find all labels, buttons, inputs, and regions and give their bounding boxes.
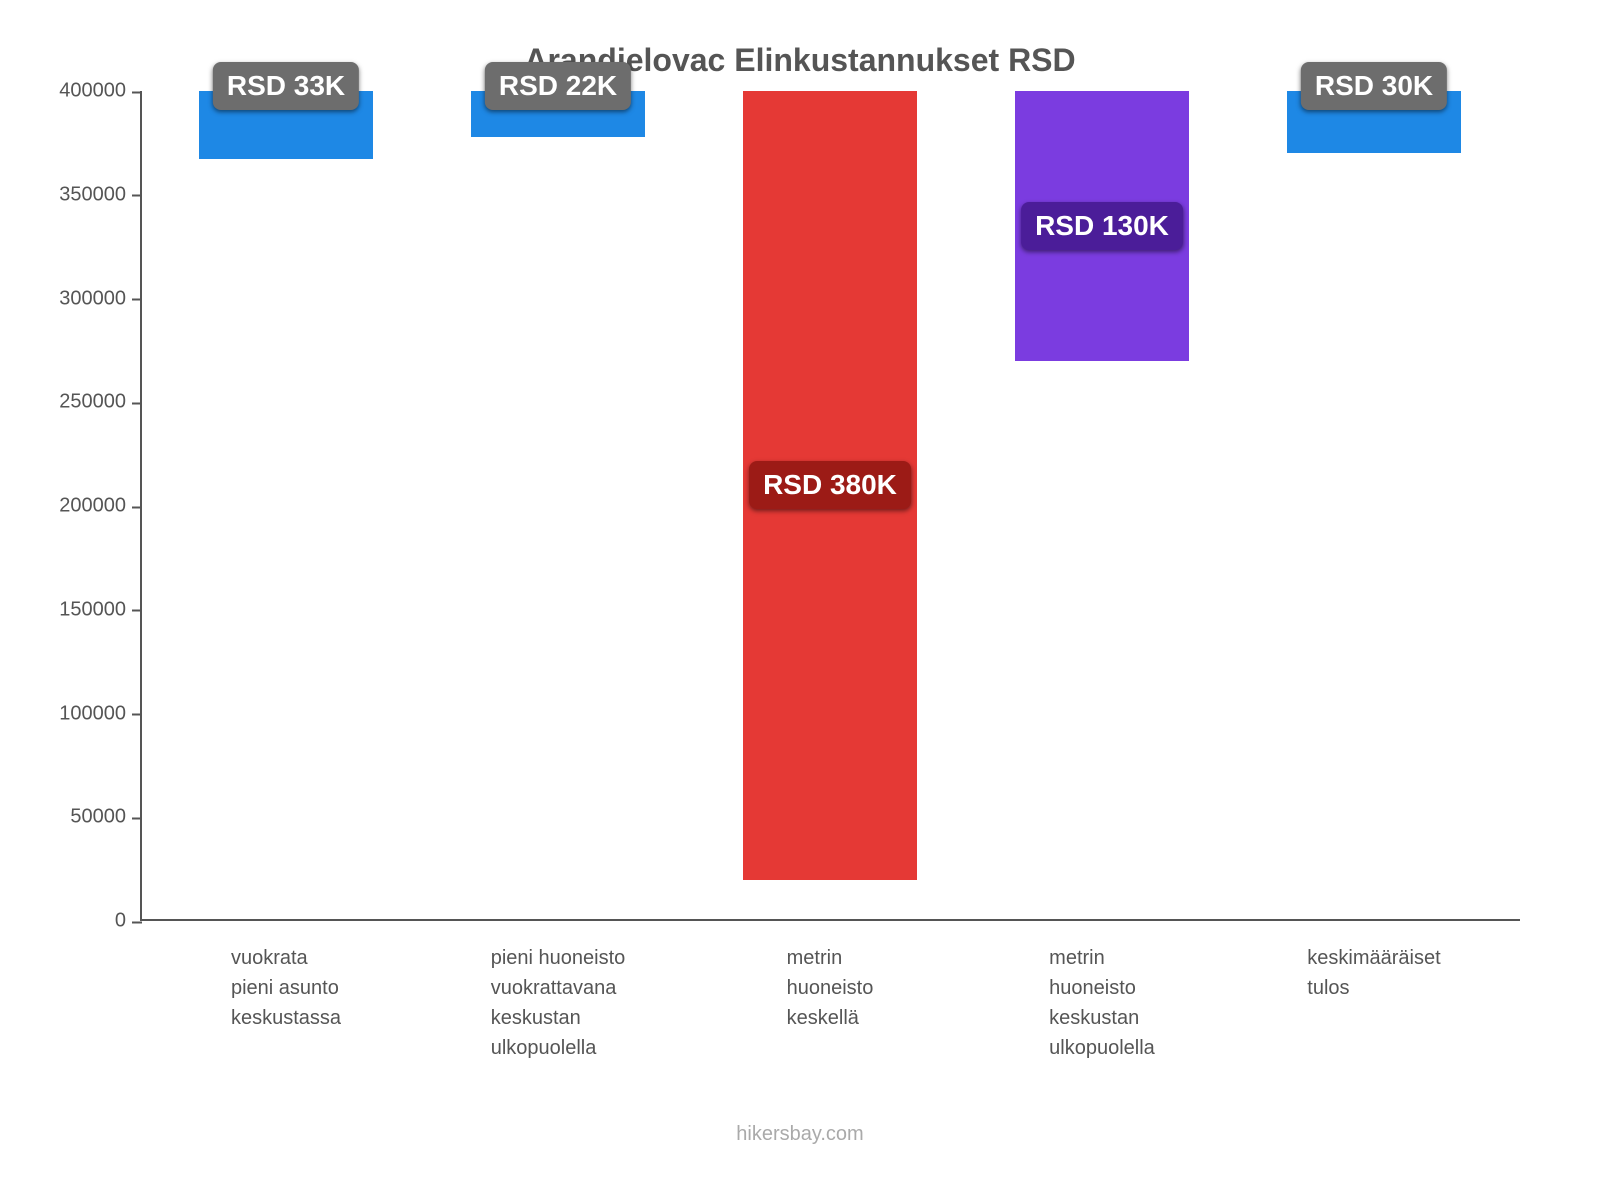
y-tick: 250000 [40, 391, 126, 414]
bar: RSD 380K [743, 91, 917, 880]
y-tick: 0 [40, 910, 126, 933]
value-badge: RSD 22K [485, 62, 631, 110]
value-badge: RSD 380K [749, 461, 911, 509]
value-badge: RSD 33K [213, 62, 359, 110]
x-label: metrin huoneisto keskellä [694, 943, 966, 1063]
bar: RSD 130K [1015, 91, 1189, 361]
x-label: metrin huoneisto keskustan ulkopuolella [966, 943, 1238, 1063]
value-badge: RSD 130K [1021, 202, 1183, 250]
plot-area: 0500001000001500002000002500003000003500… [140, 91, 1520, 921]
x-axis-labels: vuokrata pieni asunto keskustassa pieni h… [140, 921, 1520, 1063]
bar-slot: RSD 130K [966, 91, 1238, 921]
x-label-text: keskimääräiset tulos [1307, 943, 1440, 1063]
y-tick: 350000 [40, 183, 126, 206]
bar: RSD 33K [199, 91, 373, 159]
x-label: vuokrata pieni asunto keskustassa [150, 943, 422, 1063]
x-label-text: pieni huoneisto vuokrattavana keskustan … [491, 943, 626, 1063]
y-axis: 0500001000001500002000002500003000003500… [130, 91, 140, 921]
bar-slot: RSD 380K [694, 91, 966, 921]
bar-slot: RSD 22K [422, 91, 694, 921]
bar: RSD 30K [1287, 91, 1461, 153]
x-label: keskimääräiset tulos [1238, 943, 1510, 1063]
bar-slot: RSD 30K [1238, 91, 1510, 921]
y-tick: 150000 [40, 598, 126, 621]
bars-container: RSD 33K RSD 22K RSD 380K RSD 130K RSD 30K [140, 91, 1520, 921]
x-label-text: metrin huoneisto keskustan ulkopuolella [1049, 943, 1155, 1063]
x-label-text: metrin huoneisto keskellä [787, 943, 874, 1063]
y-tick: 300000 [40, 287, 126, 310]
y-tick: 100000 [40, 702, 126, 725]
bar-chart: Arandjelovac Elinkustannukset RSD 050000… [0, 0, 1600, 1200]
value-badge: RSD 30K [1301, 62, 1447, 110]
bar-slot: RSD 33K [150, 91, 422, 921]
chart-source: hikersbay.com [40, 1123, 1560, 1146]
y-tick: 50000 [40, 806, 126, 829]
y-tick: 200000 [40, 495, 126, 518]
y-tick: 400000 [40, 80, 126, 103]
x-label: pieni huoneisto vuokrattavana keskustan … [422, 943, 694, 1063]
bar: RSD 22K [471, 91, 645, 137]
x-label-text: vuokrata pieni asunto keskustassa [231, 943, 341, 1063]
